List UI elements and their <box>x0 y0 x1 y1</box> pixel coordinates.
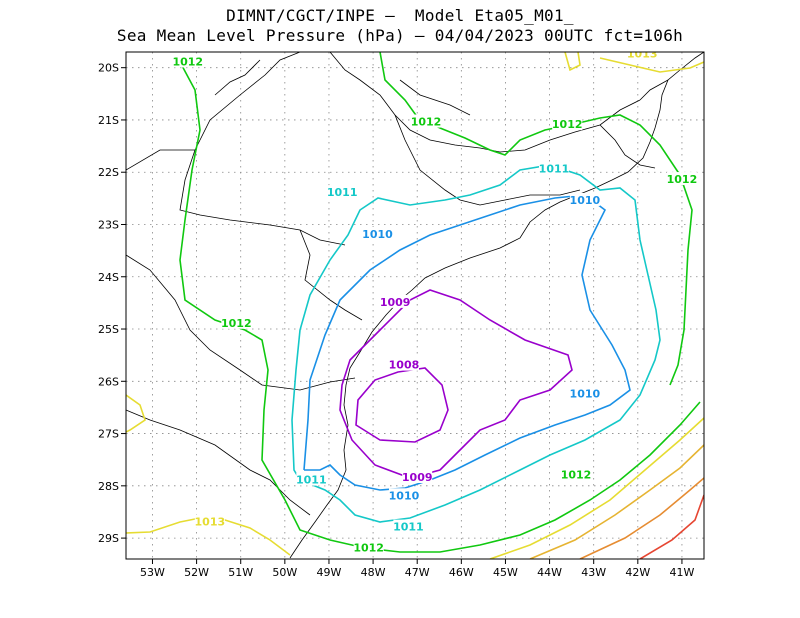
lon-tick-label: 51W <box>228 566 253 579</box>
isobar-1009 <box>339 289 573 479</box>
lat-tick-label: 24S <box>98 271 119 284</box>
isobar-label-bg <box>569 386 600 400</box>
isobar-label: 1010 <box>389 489 420 502</box>
isobar-label-bg <box>411 114 442 128</box>
isobar-label: 1010 <box>570 194 601 207</box>
isobar-label: 1012 <box>561 468 592 481</box>
isobar-label-bg <box>561 467 592 481</box>
isobar-label-bg <box>221 315 252 329</box>
lat-tick-label: 26S <box>98 375 119 388</box>
lon-tick-label: 42W <box>625 566 650 579</box>
lon-tick-label: 44W <box>537 566 562 579</box>
lon-tick-label: 46W <box>449 566 474 579</box>
lon-tick-label: 47W <box>405 566 430 579</box>
isobar-label-bg <box>393 519 424 533</box>
state-border <box>126 254 356 391</box>
state-border <box>329 52 641 153</box>
lat-tick-label: 23S <box>98 218 119 231</box>
lat-tick-label: 21S <box>98 114 119 127</box>
lon-tick-label: 45W <box>493 566 518 579</box>
isobar-label-bg <box>402 469 433 483</box>
isobar-1012 <box>179 61 701 553</box>
isobar-1013 <box>564 52 581 72</box>
lon-tick-label: 53W <box>140 566 165 579</box>
isobar-1014 <box>529 444 704 559</box>
state-border <box>599 124 656 169</box>
chart-subtitle: Sea Mean Level Pressure (hPa) — 04/04/20… <box>116 26 684 45</box>
lon-tick-label: 50W <box>272 566 297 579</box>
isobar-label-bg <box>538 161 569 175</box>
isobar-label: 1011 <box>327 186 358 199</box>
isobar-label-bg <box>327 185 358 199</box>
isobar-1010 <box>303 194 631 491</box>
isobar-label-bg <box>388 488 419 502</box>
state-border <box>126 409 311 516</box>
lat-tick-label: 27S <box>98 428 119 441</box>
isobar-label-bg <box>296 472 327 486</box>
isobar-label: 1012 <box>667 173 698 186</box>
isobar-label-bg <box>362 226 393 240</box>
isobar-label: 1011 <box>393 521 424 534</box>
coastline <box>289 52 704 559</box>
isobar-label-bg <box>172 54 203 68</box>
isobar-1012 <box>379 52 693 386</box>
isobar-label: 1013 <box>627 48 658 61</box>
isobar-1013 <box>599 57 704 73</box>
isobar-1011 <box>291 164 661 523</box>
state-border <box>639 79 669 101</box>
isobar-label: 1011 <box>296 474 327 487</box>
state-border <box>179 149 346 246</box>
map-frame <box>125 51 705 560</box>
isobar-labels: 1012 1013 1012 1012 1011 1012 1011 1010 1010 1012… <box>172 48 698 555</box>
coastline-borders <box>126 52 704 559</box>
lat-tick-label: 25S <box>98 323 119 336</box>
isobar-1015 <box>579 477 704 559</box>
isobar-label-bg <box>388 357 419 371</box>
isobar-label: 1013 <box>195 515 226 528</box>
isobar-1008 <box>355 367 449 443</box>
isobar-1013 <box>489 417 704 559</box>
isobar-label: 1010 <box>570 387 601 400</box>
lat-tick-label: 22S <box>98 166 119 179</box>
isobar-label: 1008 <box>389 359 420 372</box>
lon-tick-label: 43W <box>581 566 606 579</box>
isobar-label: 1012 <box>221 317 252 330</box>
isobar-1016 <box>639 494 704 559</box>
river <box>399 79 471 116</box>
chart-title: DIMNT/CGCT/INPE — Model Eta05_M01_ <box>226 6 574 25</box>
isobar-label: 1012 <box>353 542 384 555</box>
isobar-label-bg <box>194 514 225 528</box>
isobar-label: 1009 <box>402 471 433 484</box>
isobar-label: 1012 <box>172 55 203 68</box>
axis-ticks: 53W 52W 51W 50W 49W 48W 47W 46W 45W 44W 43W 42W 41W 2… <box>98 62 694 579</box>
state-border <box>299 229 363 321</box>
isobar-label: 1012 <box>411 116 442 129</box>
state-border <box>126 52 301 171</box>
isobar-label-bg <box>627 52 658 60</box>
lat-tick-label: 28S <box>98 480 119 493</box>
lat-tick-label: 20S <box>98 62 119 75</box>
lon-tick-label: 41W <box>670 566 695 579</box>
river <box>214 59 261 96</box>
isobar-label-bg <box>380 294 411 308</box>
isobar-1013 <box>126 394 146 433</box>
isobar-label-bg <box>552 117 583 131</box>
isobar-label: 1010 <box>362 228 393 241</box>
isobar-label-bg <box>569 192 600 206</box>
isobar-label: 1011 <box>539 163 570 176</box>
isobar-label-bg <box>666 172 697 186</box>
lon-tick-label: 52W <box>184 566 209 579</box>
isobar-label-bg <box>353 540 384 554</box>
lon-tick-label: 48W <box>361 566 386 579</box>
state-border <box>394 114 581 206</box>
isobar-label: 1009 <box>380 296 411 309</box>
lon-tick-label: 49W <box>317 566 342 579</box>
lat-tick-label: 29S <box>98 532 119 545</box>
isobar-label: 1012 <box>552 118 583 131</box>
